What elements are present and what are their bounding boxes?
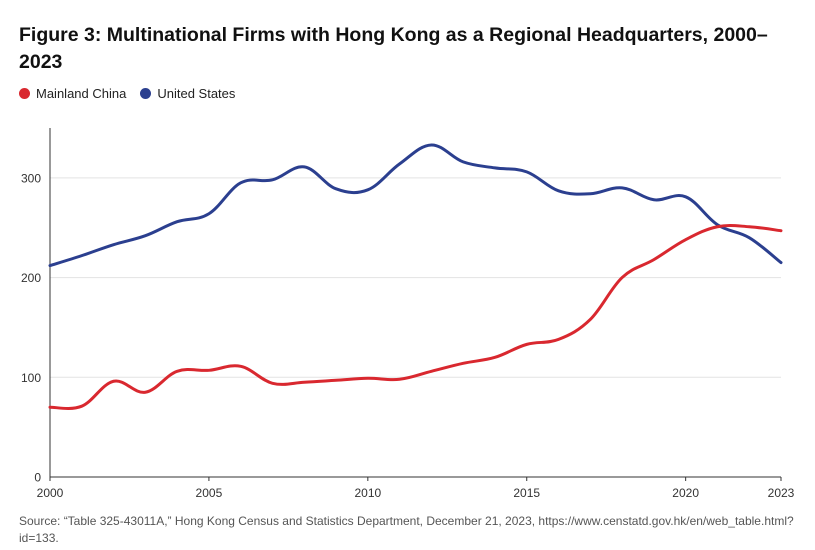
- legend-swatch-mainland-china: [19, 88, 30, 99]
- chart-title: Figure 3: Multinational Firms with Hong …: [19, 24, 768, 73]
- legend-label-united-states: United States: [157, 86, 236, 101]
- x-tick-label-2010: 2010: [354, 486, 381, 500]
- x-tick-label-2005: 2005: [196, 486, 223, 500]
- gridlines: [50, 177, 781, 378]
- y-tick-label-100: 100: [21, 371, 41, 385]
- series-line-united-states: [48, 143, 783, 268]
- y-tick-label-0: 0: [34, 471, 41, 485]
- y-tick-label-200: 200: [21, 271, 41, 285]
- x-tick-label-2023: 2023: [768, 486, 795, 500]
- y-tick-label-300: 300: [21, 171, 41, 185]
- legend-item-united-states: United States: [140, 86, 235, 101]
- x-tick-label-2000: 2000: [37, 486, 64, 500]
- x-tick-label-2020: 2020: [672, 486, 699, 500]
- x-tick-label-2015: 2015: [513, 486, 540, 500]
- legend-label-mainland-china: Mainland China: [36, 86, 127, 101]
- series-line-mainland-china: [48, 224, 783, 411]
- series-lines: [48, 143, 783, 411]
- legend-swatch-united-states: [140, 88, 152, 99]
- source-note: Source: “Table 325-43011A,” Hong Kong Ce…: [19, 514, 794, 545]
- legend-item-mainland-china: Mainland China: [19, 86, 126, 101]
- axes: 0 100 200 300 2000 2005 2010 2015 2020 2023: [21, 128, 795, 500]
- legend: Mainland China United States: [19, 86, 249, 101]
